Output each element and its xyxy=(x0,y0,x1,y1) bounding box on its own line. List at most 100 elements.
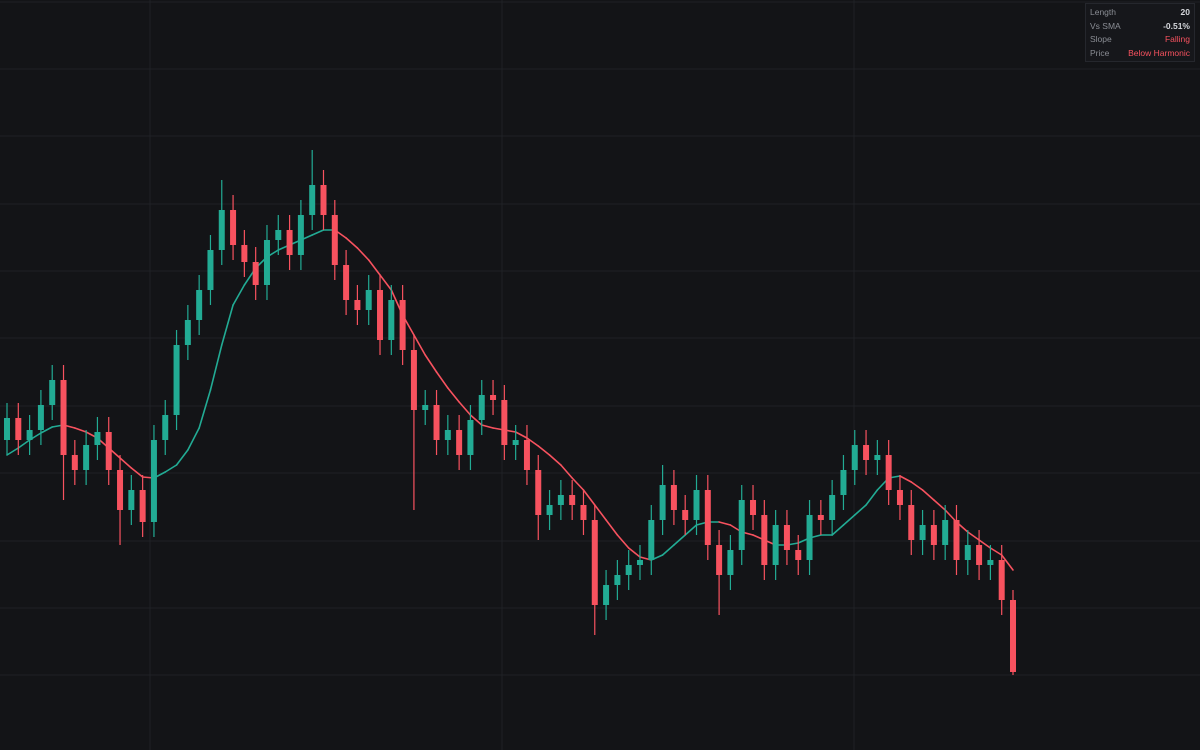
info-value: -0.51% xyxy=(1163,20,1190,31)
candle-body xyxy=(433,405,440,440)
sma-segment xyxy=(6,447,20,456)
info-row: Slope Falling xyxy=(1090,33,1190,47)
candle-body xyxy=(908,505,915,540)
sma-segment xyxy=(605,519,619,536)
candle-body xyxy=(648,520,655,560)
sma-segment xyxy=(424,354,438,373)
candle-body xyxy=(863,445,870,460)
candle-body xyxy=(150,440,157,522)
candle-body xyxy=(286,230,293,255)
candle-body xyxy=(851,445,858,470)
sma-segment xyxy=(187,427,200,451)
candle-body xyxy=(535,470,542,515)
candle-body xyxy=(444,430,451,440)
candle-body xyxy=(184,320,191,345)
candle-body xyxy=(252,262,259,285)
sma-segment xyxy=(17,439,31,449)
sma-segment xyxy=(560,464,573,479)
candle-body xyxy=(874,455,881,460)
candle-body xyxy=(750,500,757,515)
sma-segment xyxy=(627,547,641,558)
candle-body xyxy=(998,560,1005,600)
candle-body xyxy=(456,430,463,455)
candle-body xyxy=(716,545,723,575)
candle-body xyxy=(410,350,417,410)
sma-segment xyxy=(514,431,528,439)
sma-segment xyxy=(853,504,867,516)
candle-body xyxy=(83,445,90,470)
sma-segment xyxy=(345,237,359,249)
candle-body xyxy=(817,515,824,520)
candle-body xyxy=(512,440,519,445)
candle-body xyxy=(49,380,56,405)
candle-body xyxy=(569,495,576,505)
sma-segment xyxy=(447,387,460,403)
candle-body xyxy=(71,455,78,470)
sma-segment xyxy=(1000,554,1014,571)
sma-segment xyxy=(220,304,234,346)
sma-segment xyxy=(978,539,992,549)
candle-body xyxy=(840,470,847,495)
sma-segment xyxy=(175,449,189,466)
info-label: Vs SMA xyxy=(1090,20,1121,31)
sma-segment xyxy=(435,371,449,389)
candle-body xyxy=(693,490,700,520)
sma-segment xyxy=(661,544,675,556)
candle-body xyxy=(377,290,384,340)
candle-body xyxy=(422,405,429,410)
sma-segment xyxy=(379,274,393,291)
sma-segment xyxy=(899,475,913,483)
candle-body xyxy=(365,290,372,310)
sma-segment xyxy=(582,489,596,506)
candle-body xyxy=(682,510,689,520)
sma-segment xyxy=(933,499,946,511)
sma-segment xyxy=(74,427,87,433)
candle-body xyxy=(173,345,180,415)
sma-segment xyxy=(865,489,879,506)
candle-body xyxy=(659,485,666,520)
candle-body xyxy=(60,380,67,455)
candle-body xyxy=(761,515,768,565)
candle-body xyxy=(772,525,779,565)
candle-body xyxy=(105,432,112,470)
sma-segment xyxy=(40,426,54,434)
candle-body xyxy=(625,565,632,575)
candle-body xyxy=(546,505,553,515)
sma-segment xyxy=(311,229,325,236)
sma-segment xyxy=(842,514,856,526)
sma-segment xyxy=(469,414,483,426)
candle-body xyxy=(4,418,10,440)
candle-body xyxy=(309,185,316,215)
candle-body xyxy=(930,525,937,545)
candle-body xyxy=(490,395,497,400)
candle-body xyxy=(263,240,270,285)
sma-segment xyxy=(232,284,246,306)
candle-body xyxy=(727,550,734,575)
sma-segment xyxy=(548,454,562,466)
candle-body xyxy=(162,415,169,440)
candle-body xyxy=(467,420,474,455)
candle-body xyxy=(196,290,203,320)
candle-body xyxy=(15,418,22,440)
sma-segment xyxy=(593,504,607,521)
candle-body xyxy=(501,400,508,445)
candle-body xyxy=(783,525,790,550)
info-panel: Length 20 Vs SMA -0.51% Slope Falling Price Bel… xyxy=(1085,3,1195,62)
candle-body xyxy=(128,490,135,510)
sma-segment xyxy=(526,437,540,447)
candle-body xyxy=(207,250,214,290)
sma-segment xyxy=(130,467,144,478)
candle-body xyxy=(230,210,237,245)
candle-body xyxy=(806,515,813,560)
candle-body xyxy=(523,440,530,470)
candle-body xyxy=(795,550,802,560)
candle-body xyxy=(704,490,711,545)
candle-body xyxy=(478,395,485,420)
sma-segment xyxy=(616,534,630,549)
candle-body xyxy=(953,520,960,560)
info-label: Length xyxy=(1090,7,1116,17)
candle-body xyxy=(896,490,903,505)
sma-segment xyxy=(921,489,935,501)
